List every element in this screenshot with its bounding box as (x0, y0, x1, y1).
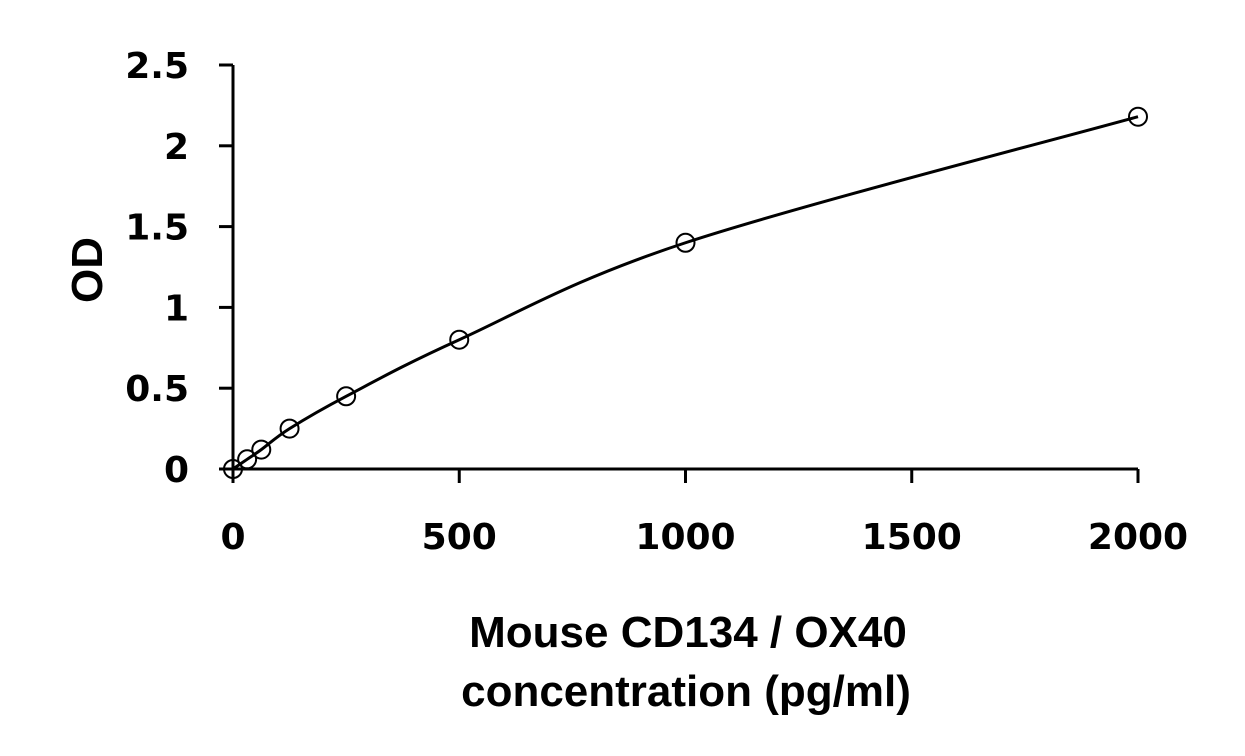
y-ticks: 0 0.5 1 1.5 2 2.5 (125, 46, 233, 491)
data-point (675, 232, 696, 253)
y-tick-label: 2.5 (125, 46, 189, 87)
x-axis-label-line-1: Mouse CD134 / OX40 (469, 608, 907, 657)
fit-curve (232, 115, 1139, 471)
axes (231, 65, 1138, 471)
y-axis-label: OD (63, 237, 112, 303)
data-point (223, 459, 243, 479)
x-axis-label-line-2: concentration (pg/ml) (461, 667, 911, 716)
x-ticks: 0 500 1000 1500 2000 (220, 469, 1188, 558)
y-tick-label: 0 (164, 450, 189, 491)
x-tick-label: 1500 (862, 517, 962, 558)
data-point (279, 418, 300, 439)
y-tick-label: 1 (164, 288, 189, 329)
y-tick-label: 1.5 (125, 208, 189, 249)
x-tick-label: 0 (220, 517, 245, 558)
x-tick-label: 1000 (635, 517, 735, 558)
x-tick-label: 500 (422, 517, 497, 558)
data-point (1128, 106, 1148, 127)
data-point (251, 439, 272, 460)
data-point (449, 329, 470, 350)
data-points (223, 106, 1148, 479)
data-point (237, 449, 258, 470)
x-tick-label: 2000 (1088, 517, 1188, 558)
data-point (336, 386, 357, 407)
y-tick-label: 2 (164, 127, 189, 168)
y-tick-label: 0.5 (125, 369, 189, 410)
